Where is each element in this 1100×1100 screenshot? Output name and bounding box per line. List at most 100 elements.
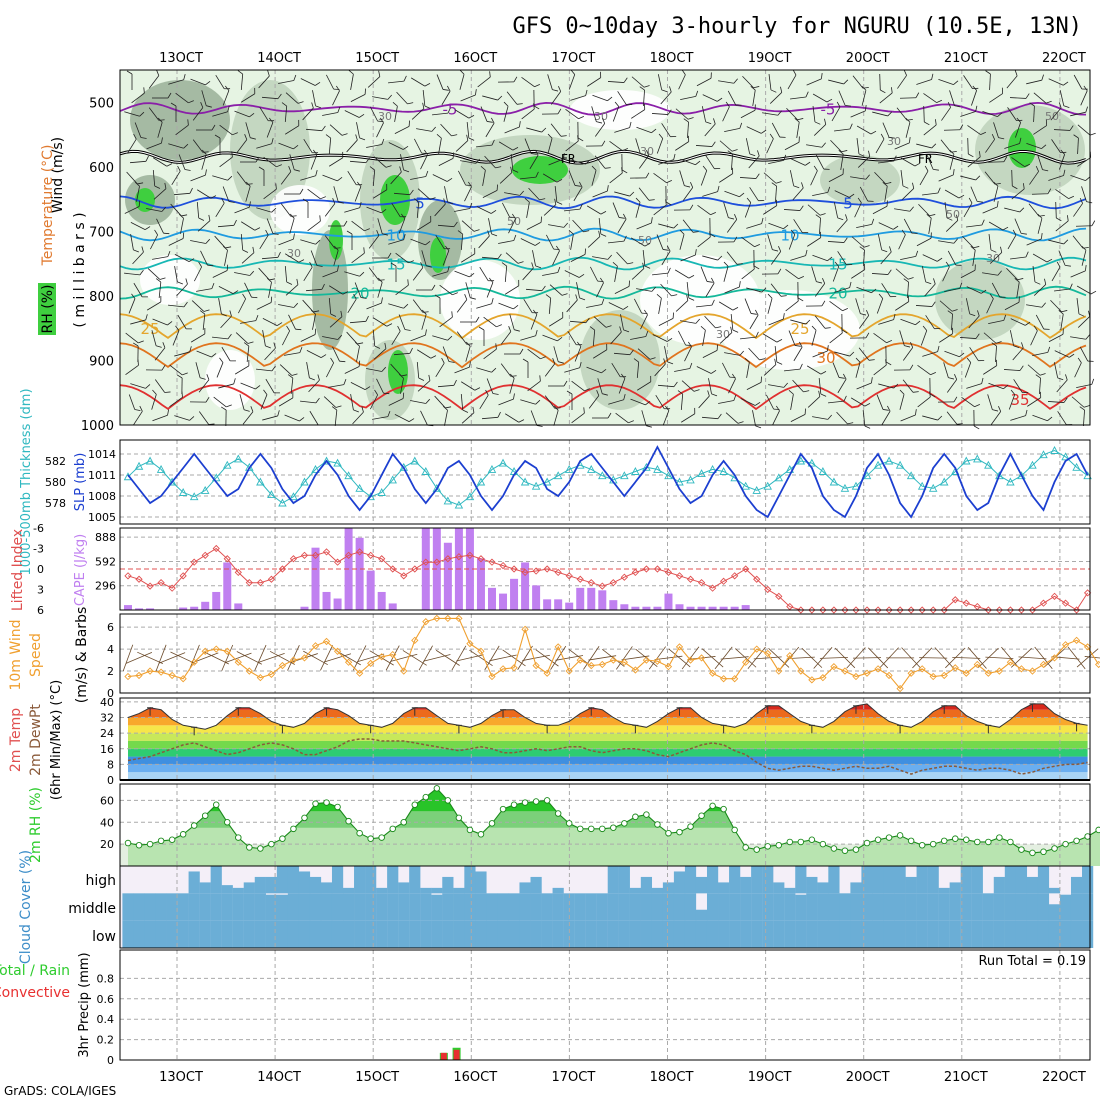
lifted-index-marker	[753, 575, 761, 583]
wind-barb	[373, 342, 387, 360]
wind-barb	[1011, 157, 1031, 167]
cloud-cell	[475, 920, 487, 948]
surface-wind-barb	[155, 644, 167, 672]
wind-barb	[1055, 201, 1062, 222]
wind-speed-marker	[455, 614, 463, 623]
dewpt2m-axis-label: 2m DewPt	[28, 704, 44, 776]
rh2m-marker	[985, 838, 992, 846]
rh2m-marker	[907, 837, 915, 845]
rh2m-marker	[257, 845, 264, 852]
x-tick-label: 22OCT	[1042, 1070, 1086, 1085]
wind-speed-marker	[786, 652, 794, 660]
wind-barb	[742, 75, 760, 89]
wind-barb	[243, 342, 250, 362]
wind-barb	[991, 282, 1006, 298]
wind-barb	[740, 331, 759, 340]
wind-barb	[767, 234, 779, 252]
cloud-cell	[762, 920, 774, 948]
cape-bar	[355, 537, 364, 610]
wind-barb	[150, 229, 158, 250]
rh2m-marker	[863, 839, 871, 847]
isotherm-label: 20	[828, 285, 847, 303]
cloud-cell	[1015, 920, 1028, 948]
rh2m-marker	[698, 812, 705, 819]
wind-barb	[700, 266, 713, 283]
cape-bar	[322, 591, 331, 610]
wind-barb	[564, 270, 585, 278]
cloud-cell	[276, 866, 289, 894]
wind-barb	[398, 213, 406, 234]
wind-barb	[192, 102, 204, 121]
wind-barb	[134, 122, 147, 139]
wind-barb	[786, 107, 804, 121]
cloud-cell	[254, 893, 266, 921]
isotherm-label: 5	[415, 194, 425, 212]
wind-speed-marker	[1017, 665, 1026, 673]
slp-axis-label: SLP (mb)	[73, 453, 88, 512]
wind-barb	[1011, 183, 1025, 200]
wind-barb	[905, 117, 911, 138]
wind-barb	[982, 111, 1003, 117]
wind-barb	[895, 268, 914, 280]
rh2m-bands	[128, 788, 1090, 828]
wind-barb	[855, 298, 867, 316]
surface-wind-barb	[934, 647, 954, 669]
wind-barb	[596, 277, 604, 298]
wind-barb	[476, 367, 497, 373]
wind-barb	[564, 203, 583, 212]
cloud-cell	[155, 893, 167, 921]
wind-barb	[394, 120, 410, 134]
wind-barb	[900, 250, 919, 261]
thickness-marker	[774, 473, 784, 482]
wind-barb	[636, 126, 657, 134]
lifted-index-marker	[289, 555, 298, 563]
rh-high-area	[430, 237, 446, 273]
x-tick-label: 20OCT	[846, 1070, 890, 1085]
wind-barb	[477, 71, 491, 88]
wind-barb	[915, 301, 936, 307]
lifted-index-marker	[719, 577, 728, 585]
lifted-index-marker	[157, 579, 165, 587]
pressure-tick-label: 700	[89, 225, 114, 240]
wind-barb	[767, 293, 773, 314]
temp-band	[128, 756, 1088, 765]
wind-barb	[577, 121, 584, 142]
wind-barb	[641, 410, 652, 428]
wind-barb	[612, 261, 618, 282]
wind-barb	[1032, 346, 1051, 357]
cape-bar	[223, 562, 232, 610]
wind-speed-marker	[841, 667, 849, 675]
rh2m-marker	[940, 837, 948, 845]
wind-barb	[894, 206, 914, 212]
surface-wind-barb	[681, 646, 700, 670]
wind-barb	[266, 117, 274, 138]
wind-barb	[642, 250, 651, 269]
cloud-cell	[420, 887, 432, 894]
wind-barb	[222, 85, 230, 106]
wind-barb	[176, 374, 183, 395]
wind-barb	[547, 74, 559, 92]
rh-clear-area	[440, 260, 520, 340]
wind-barb	[410, 329, 427, 342]
wind-barb	[234, 360, 250, 375]
rh2m-marker	[190, 822, 198, 829]
wind-barb	[653, 172, 672, 184]
cloud-cell	[607, 866, 619, 894]
cloud-cell	[387, 893, 399, 921]
wind-barb	[390, 363, 408, 377]
cloud-cell	[585, 920, 597, 948]
cloud-cell	[365, 866, 377, 894]
run-total-label: Run Total = 0.19	[978, 954, 1086, 969]
cloud-cell	[343, 920, 355, 948]
cloud-cell	[508, 920, 520, 948]
cloud-cell	[398, 893, 410, 921]
wind-barb	[834, 123, 853, 132]
cloud-cell	[596, 893, 608, 921]
surface-wind-barb	[125, 652, 153, 664]
wind-speed-marker	[731, 675, 739, 683]
wind-barb	[938, 79, 959, 85]
wind-barb	[201, 90, 212, 108]
wind-barb	[680, 318, 701, 324]
cape-tick-label: 888	[95, 531, 116, 544]
wind-barb	[486, 378, 499, 395]
